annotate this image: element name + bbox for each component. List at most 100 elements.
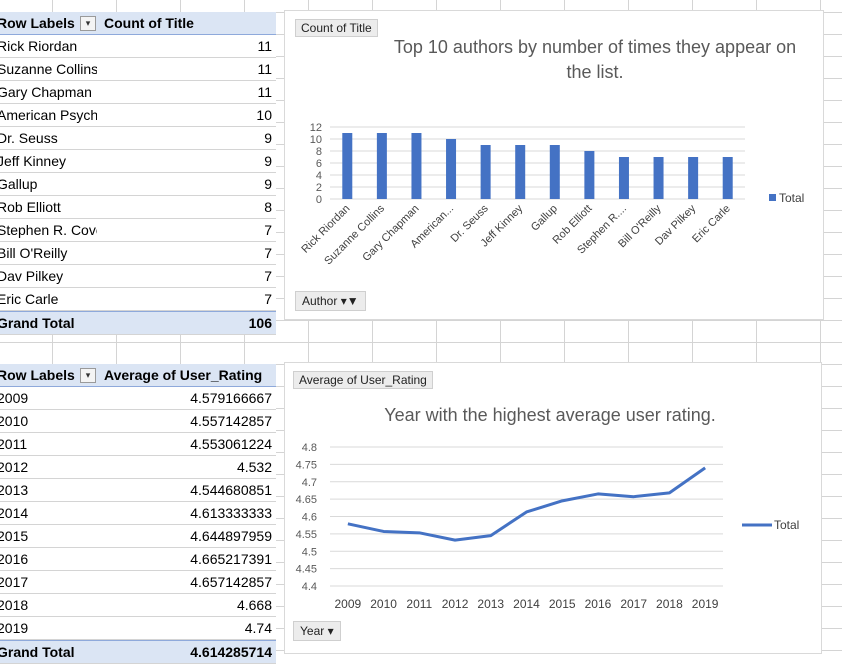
grand-total-row[interactable]: Grand Total 106 <box>0 311 276 335</box>
pivot-row[interactable]: Stephen R. Covey 7 <box>0 219 276 242</box>
pivot-row-value[interactable]: 4.544680851 <box>190 482 272 498</box>
pivot-row-label[interactable]: 2009 <box>0 390 29 406</box>
pivot-row-label[interactable]: Bill O'Reilly <box>0 245 68 261</box>
pivot-row[interactable]: 2014 4.613333333 <box>0 502 276 525</box>
value-field-header[interactable]: Count of Title <box>104 15 194 31</box>
pivot-row-label[interactable]: Eric Carle <box>0 291 59 307</box>
row-labels-header[interactable]: Row Labels <box>0 367 75 383</box>
y-tick-label: 4.5 <box>302 546 317 558</box>
pivot-row-label[interactable]: 2012 <box>0 459 29 475</box>
pivot-row[interactable]: Rick Riordan 11 <box>0 35 276 58</box>
pivot-row-value[interactable]: 7 <box>264 245 272 261</box>
pivot-row-value[interactable]: 4.657142857 <box>190 574 272 590</box>
pivot-row-value[interactable]: 4.644897959 <box>190 528 272 544</box>
pivot-row-value[interactable]: 4.74 <box>244 620 272 636</box>
y-tick-label: 6 <box>316 158 322 170</box>
pivot-row[interactable]: Dav Pilkey 7 <box>0 265 276 288</box>
pivot-row-value[interactable]: 11 <box>257 38 272 54</box>
pivot-row[interactable]: 2009 4.579166667 <box>0 387 276 410</box>
pivot-row-label[interactable]: Dav Pilkey <box>0 268 64 284</box>
chart-value-field-tag[interactable]: Average of User_Rating <box>293 371 433 389</box>
pivot-row-label[interactable]: Stephen R. Covey <box>0 222 97 238</box>
pivot-row-label[interactable]: 2011 <box>0 436 28 452</box>
pivot-row[interactable]: American Psychological Association 10 <box>0 104 276 127</box>
pivot-row-label[interactable]: Dr. Seuss <box>0 130 58 146</box>
pivot-table-average-rating[interactable]: Row Labels ▾ Average of User_Rating 2009… <box>0 364 276 664</box>
pivot-row-value[interactable]: 4.553061224 <box>190 436 272 452</box>
x-tick-label: 2014 <box>513 597 540 611</box>
chart-title[interactable]: Top 10 authors by number of times they a… <box>393 37 797 82</box>
pivot-row[interactable]: Jeff Kinney 9 <box>0 150 276 173</box>
pivot-row-value[interactable]: 9 <box>264 130 272 146</box>
pivot-row-value[interactable]: 4.613333333 <box>190 505 272 521</box>
pivot-row-label[interactable]: Gallup <box>0 176 38 192</box>
pivot-row-label[interactable]: Jeff Kinney <box>0 153 67 169</box>
pivot-row-value[interactable]: 7 <box>264 268 272 284</box>
pivot-header-row[interactable]: Row Labels ▾ Average of User_Rating <box>0 364 276 387</box>
pivot-row-label[interactable]: Rob Elliott <box>0 199 61 215</box>
pivot-row-value[interactable]: 8 <box>264 199 272 215</box>
bar-chart-top-authors[interactable]: Count of Title Top 10 authors by number … <box>284 10 824 320</box>
pivot-row-label[interactable]: 2017 <box>0 574 29 590</box>
pivot-row[interactable]: Gary Chapman 11 <box>0 81 276 104</box>
pivot-row[interactable]: 2016 4.665217391 <box>0 548 276 571</box>
row-labels-header[interactable]: Row Labels <box>0 15 75 31</box>
pivot-row[interactable]: 2018 4.668 <box>0 594 276 617</box>
pivot-row-label[interactable]: 2019 <box>0 620 29 636</box>
pivot-row-value[interactable]: 9 <box>264 176 272 192</box>
pivot-row-value[interactable]: 11 <box>257 84 272 100</box>
pivot-row[interactable]: 2017 4.657142857 <box>0 571 276 594</box>
pivot-row-value[interactable]: 7 <box>264 291 272 307</box>
pivot-header-row[interactable]: Row Labels ▾ Count of Title <box>0 12 276 35</box>
pivot-row[interactable]: 2013 4.544680851 <box>0 479 276 502</box>
pivot-row[interactable]: 2011 4.553061224 <box>0 433 276 456</box>
line-chart-average-rating[interactable]: Average of User_Rating Year with the hig… <box>284 362 822 654</box>
pivot-row-label[interactable]: Rick Riordan <box>0 38 78 54</box>
axis-field-button[interactable]: Author ▾▼ <box>295 291 366 311</box>
pivot-row-label[interactable]: 2018 <box>0 597 29 613</box>
pivot-row-value[interactable]: 4.579166667 <box>190 390 272 406</box>
pivot-row[interactable]: Eric Carle 7 <box>0 288 276 311</box>
pivot-row-label[interactable]: 2010 <box>0 413 29 429</box>
chevron-down-icon: ▾ <box>327 624 334 638</box>
pivot-row-label[interactable]: 2015 <box>0 528 29 544</box>
value-field-header[interactable]: Average of User_Rating <box>104 367 263 383</box>
pivot-row-value[interactable]: 11 <box>257 61 272 77</box>
y-tick-label: 10 <box>310 134 322 146</box>
pivot-row-value[interactable]: 4.557142857 <box>190 413 272 429</box>
sort-filter-icon[interactable]: ▾ <box>80 368 96 383</box>
pivot-row-label[interactable]: 2013 <box>0 482 29 498</box>
pivot-row-value[interactable]: 10 <box>256 107 272 123</box>
line-chart-plot[interactable]: 4.4 4.45 4.5 4.55 4.6 4.65 4.7 4.75 4.8 2009 2010 2… <box>285 363 821 653</box>
pivot-row-label[interactable]: Gary Chapman <box>0 84 92 100</box>
pivot-row-value[interactable]: 4.532 <box>236 459 272 475</box>
pivot-row-label[interactable]: Suzanne Collins <box>0 61 97 77</box>
pivot-row-label[interactable]: 2014 <box>0 505 29 521</box>
y-tick-label: 2 <box>316 182 322 194</box>
axis-field-button[interactable]: Year ▾ <box>293 621 341 641</box>
pivot-row[interactable]: Rob Elliott 8 <box>0 196 276 219</box>
pivot-row[interactable]: 2010 4.557142857 <box>0 410 276 433</box>
pivot-row[interactable]: Suzanne Collins 11 <box>0 58 276 81</box>
pivot-row-value[interactable]: 4.665217391 <box>190 551 272 567</box>
filter-icon[interactable]: ▾ <box>80 16 96 31</box>
pivot-row-value[interactable]: 4.668 <box>236 597 272 613</box>
pivot-row[interactable]: 2012 4.532 <box>0 456 276 479</box>
bar <box>722 157 733 199</box>
chart-value-field-tag[interactable]: Count of Title <box>295 19 378 37</box>
pivot-table-author-count[interactable]: Row Labels ▾ Count of Title Rick Riordan… <box>0 12 276 335</box>
pivot-row[interactable]: Bill O'Reilly 7 <box>0 242 276 265</box>
pivot-row-label[interactable]: American Psychological Association <box>0 107 97 123</box>
bar <box>342 133 353 199</box>
pivot-row[interactable]: 2015 4.644897959 <box>0 525 276 548</box>
pivot-row[interactable]: Dr. Seuss 9 <box>0 127 276 150</box>
pivot-row[interactable]: 2019 4.74 <box>0 617 276 640</box>
pivot-row[interactable]: Gallup 9 <box>0 173 276 196</box>
y-tick-label: 4.65 <box>296 494 317 506</box>
pivot-row-value[interactable]: 9 <box>264 153 272 169</box>
pivot-row-value[interactable]: 7 <box>264 222 272 238</box>
chart-title[interactable]: Year with the highest average user ratin… <box>384 405 716 425</box>
grand-total-row[interactable]: Grand Total 4.614285714 <box>0 640 276 664</box>
pivot-row-label[interactable]: 2016 <box>0 551 29 567</box>
